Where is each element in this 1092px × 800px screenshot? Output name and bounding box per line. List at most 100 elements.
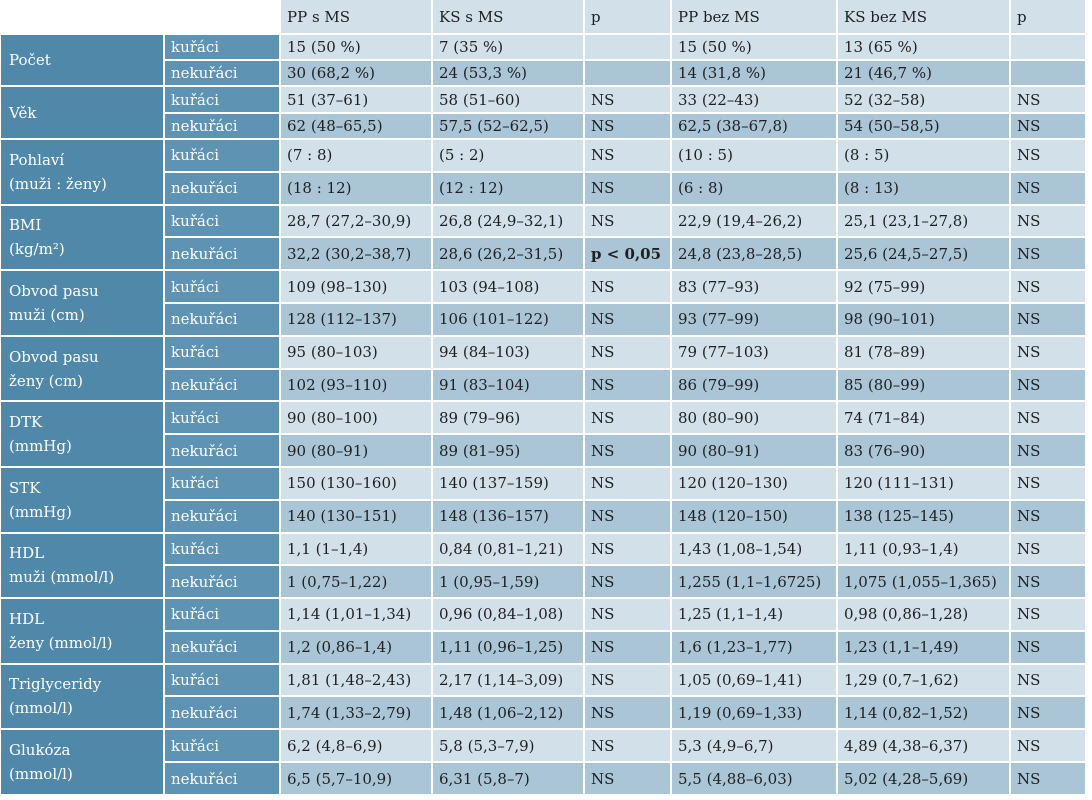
p-value-cell: NS <box>1011 303 1087 337</box>
ks-s-ms-cell: 103 (94–108) <box>433 271 585 304</box>
row-group-label: HDL ženy (mmol/l) <box>1 599 165 665</box>
p-value-cell: NS <box>1011 369 1087 403</box>
ks-s-ms-cell: 26,8 (24,9–32,1) <box>433 205 585 239</box>
table-row: nekuřáci 128 (112–137) 106 (101–122) NS 93 (… <box>1 303 1087 337</box>
row-subgroup-label: nekuřáci <box>165 631 281 665</box>
ks-bez-ms-cell: 13 (65 %) <box>838 35 1011 62</box>
row-subgroup-label: kuřáci <box>165 336 281 370</box>
row-subgroup-label: kuřáci <box>165 467 281 501</box>
pp-s-ms-cell: 90 (80–91) <box>281 435 433 468</box>
ks-s-ms-cell: 6,31 (5,8–7) <box>433 763 585 796</box>
pp-bez-ms-cell: 80 (80–90) <box>672 402 838 436</box>
p-value-cell: NS <box>585 336 672 370</box>
ks-s-ms-cell: 0,96 (0,84–1,08) <box>433 599 585 632</box>
row-subgroup-label: nekuřáci <box>165 500 281 534</box>
pp-bez-ms-cell: 33 (22–43) <box>672 87 838 114</box>
p-value-cell: NS <box>585 435 672 468</box>
p-value-cell: NS <box>1011 336 1087 370</box>
ks-s-ms-cell: 7 (35 %) <box>433 35 585 62</box>
p-value-cell: NS <box>585 467 672 501</box>
table-row: Glukóza (mmol/l) kuřáci 6,2 (4,8–6,9) 5,8 (5… <box>1 730 1087 796</box>
row-group-label-line: Věk <box>9 103 37 122</box>
p-value-cell: NS <box>585 664 672 698</box>
p-value-cell: NS <box>585 87 672 114</box>
p-value-cell: NS <box>585 697 672 731</box>
ks-s-ms-cell: 58 (51–60) <box>433 87 585 114</box>
p-value-cell: NS <box>1011 697 1087 731</box>
pp-s-ms-cell: (7 : 8) <box>281 139 433 173</box>
ks-s-ms-cell: 94 (84–103) <box>433 336 585 370</box>
pp-s-ms-cell: (18 : 12) <box>281 172 433 206</box>
ks-s-ms-cell: 148 (136–157) <box>433 500 585 534</box>
row-subgroup-label: nekuřáci <box>165 172 281 206</box>
p-value-cell: NS <box>585 566 672 600</box>
header-p-2: p <box>1011 0 1087 35</box>
ks-s-ms-cell: 89 (81–95) <box>433 435 585 468</box>
pp-s-ms-cell: 1,1 (1–1,4) <box>281 533 433 567</box>
table-row: nekuřáci 1,2 (0,86–1,4) 1,11 (0,96–1,25) NS… <box>1 631 1087 665</box>
ks-bez-ms-cell: 1,23 (1,1–1,49) <box>838 631 1011 665</box>
ks-bez-ms-cell: 92 (75–99) <box>838 271 1011 304</box>
pp-bez-ms-cell: 86 (79–99) <box>672 369 838 403</box>
row-group-label: Věk <box>1 87 165 140</box>
p-value-cell: NS <box>1011 271 1087 304</box>
p-value-cell: NS <box>585 205 672 239</box>
pp-s-ms-cell: 32,2 (30,2–38,7) <box>281 238 433 272</box>
pp-bez-ms-cell: 5,5 (4,88–6,03) <box>672 763 838 796</box>
ks-s-ms-cell: 57,5 (52–62,5) <box>433 113 585 140</box>
table-row: BMI (kg/m²) kuřáci 28,7 (27,2–30,9) 26,8 (24… <box>1 205 1087 272</box>
pp-s-ms-cell: 95 (80–103) <box>281 336 433 370</box>
row-group-label-line: Pohlaví <box>9 150 65 169</box>
ks-bez-ms-cell: 0,98 (0,86–1,28) <box>838 599 1011 632</box>
pp-bez-ms-cell: 1,25 (1,1–1,4) <box>672 599 838 632</box>
pp-s-ms-cell: 1 (0,75–1,22) <box>281 566 433 600</box>
row-group-label-line: Triglyceridy <box>9 675 102 694</box>
table-row: Obvod pasu ženy (cm) kuřáci 95 (80–103) 94 (… <box>1 336 1087 403</box>
p-value-cell <box>1011 35 1087 62</box>
row-group-label: Triglyceridy (mmol/l) <box>1 664 165 731</box>
header-ks-bez-ms: KS bez MS <box>838 0 1011 35</box>
header-p-1: p <box>585 0 672 35</box>
p-value-cell: NS <box>1011 467 1087 501</box>
p-value-cell: NS <box>585 139 672 173</box>
pp-bez-ms-cell: 14 (31,8 %) <box>672 61 838 88</box>
row-subgroup-label: nekuřáci <box>165 369 281 403</box>
pp-s-ms-cell: 1,14 (1,01–1,34) <box>281 599 433 632</box>
ks-bez-ms-cell: 21 (46,7 %) <box>838 61 1011 88</box>
pp-s-ms-cell: 128 (112–137) <box>281 303 433 337</box>
ks-s-ms-cell: 140 (137–159) <box>433 467 585 501</box>
ks-s-ms-cell: 28,6 (26,2–31,5) <box>433 238 585 272</box>
ks-s-ms-cell: 24 (53,3 %) <box>433 61 585 88</box>
p-value-cell: NS <box>585 730 672 764</box>
ks-bez-ms-cell: 83 (76–90) <box>838 435 1011 468</box>
table-row: Triglyceridy (mmol/l) kuřáci 1,81 (1,48–2,4… <box>1 664 1087 731</box>
p-value-cell <box>585 61 672 88</box>
row-group-label: BMI (kg/m²) <box>1 205 165 272</box>
ks-bez-ms-cell: 25,1 (23,1–27,8) <box>838 205 1011 239</box>
row-group-label-line: HDL <box>9 544 45 563</box>
pp-s-ms-cell: 28,7 (27,2–30,9) <box>281 205 433 239</box>
row-subgroup-label: kuřáci <box>165 533 281 567</box>
table-row: nekuřáci (18 : 12) (12 : 12) NS (6 : 8) (8 : … <box>1 172 1087 206</box>
pp-bez-ms-cell: 79 (77–103) <box>672 336 838 370</box>
ks-s-ms-cell: 1,11 (0,96–1,25) <box>433 631 585 665</box>
row-group-label: Glukóza (mmol/l) <box>1 730 165 796</box>
pp-s-ms-cell: 30 (68,2 %) <box>281 61 433 88</box>
header-pp-s-ms: PP s MS <box>281 0 433 35</box>
table-row: DTK (mmHg) kuřáci 90 (80–100) 89 (79–96) NS 80… <box>1 402 1087 468</box>
ks-bez-ms-cell: 54 (50–58,5) <box>838 113 1011 140</box>
ks-bez-ms-cell: 74 (71–84) <box>838 402 1011 436</box>
p-value-cell: NS <box>585 271 672 304</box>
ks-s-ms-cell: 106 (101–122) <box>433 303 585 337</box>
row-group-label-line: (mmHg) <box>9 502 72 521</box>
p-value-cell: NS <box>1011 435 1087 468</box>
table-row: HDL muži (mmol/l) kuřáci 1,1 (1–1,4) 0,84 (0… <box>1 533 1087 600</box>
p-value-cell: NS <box>585 763 672 796</box>
p-value-cell: NS <box>1011 402 1087 436</box>
row-group-label: STK (mmHg) <box>1 467 165 534</box>
pp-bez-ms-cell: (6 : 8) <box>672 172 838 206</box>
row-group-label-line: BMI <box>9 216 42 235</box>
p-value-cell: NS <box>585 172 672 206</box>
row-group-label-line: (mmol/l) <box>9 699 73 718</box>
